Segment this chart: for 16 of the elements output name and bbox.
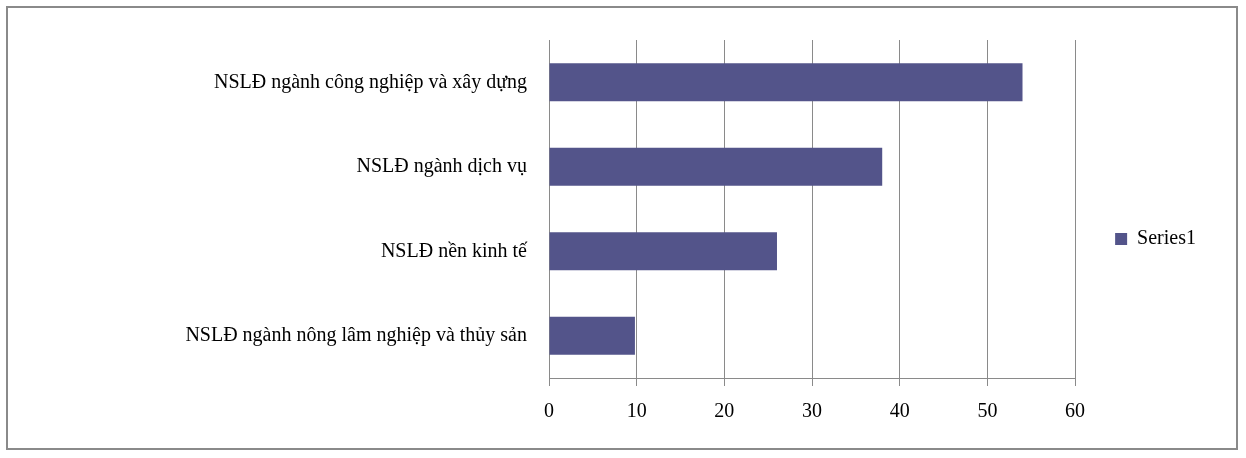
- bar: [549, 63, 1023, 102]
- y-tick-label: NSLĐ ngành công nghiệp và xây dựng: [213, 69, 527, 93]
- x-tick-label: 60: [1065, 399, 1086, 422]
- x-tick-label: 20: [714, 399, 735, 422]
- bar: [549, 232, 777, 271]
- bar: [549, 316, 635, 355]
- x-tick-label: 40: [889, 399, 910, 422]
- x-tick-label: 0: [544, 399, 554, 422]
- legend-label: Series1: [1137, 226, 1197, 249]
- bar: [549, 147, 883, 186]
- y-tick-label: NSLĐ ngành nông lâm nghiệp và thủy sản: [185, 323, 527, 346]
- x-tick-label: 50: [977, 399, 998, 422]
- y-tick-label: NSLĐ ngành dịch vụ: [356, 154, 527, 177]
- y-tick-label: NSLĐ nền kinh tế: [380, 238, 529, 261]
- x-tick-label: 10: [626, 399, 647, 422]
- x-tick-label: 30: [802, 399, 823, 422]
